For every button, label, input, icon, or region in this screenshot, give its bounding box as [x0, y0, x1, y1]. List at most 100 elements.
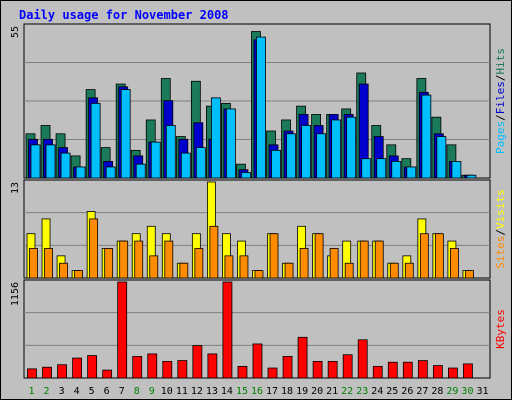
- bar-pages-day-5: [90, 102, 101, 179]
- bar-sites-day-28: [434, 233, 444, 279]
- x-tick-label-27: 27: [416, 386, 428, 397]
- legend-item: Sites: [494, 236, 507, 269]
- bar-sites-day-20: [314, 233, 324, 279]
- legend-item: Files: [494, 81, 507, 114]
- bar-sites-day-3: [59, 262, 68, 279]
- bar-kbytes-day-28: [432, 365, 443, 379]
- bar-pages-day-21: [331, 119, 342, 179]
- legend-item: Pages: [494, 121, 507, 154]
- bar-sites-day-21: [329, 248, 339, 279]
- bar-sites-day-24: [374, 240, 384, 279]
- bar-sites-day-14: [224, 255, 234, 279]
- bar-pages-day-9: [150, 141, 161, 179]
- bar-pages-day-4: [75, 166, 86, 179]
- bar-pages-day-14: [226, 108, 236, 179]
- y-max-label-pages-files-hits: 55: [10, 26, 21, 38]
- legend-visits-sites: Sites/Visits: [494, 189, 507, 269]
- bar-sites-day-18: [284, 262, 294, 279]
- bar-kbytes-day-21: [327, 360, 338, 379]
- x-tick-label-1: 1: [29, 386, 35, 397]
- x-tick-label-9: 9: [149, 386, 155, 397]
- x-tick-label-29: 29: [446, 386, 458, 397]
- bar-kbytes-day-26: [402, 361, 413, 379]
- bar-pages-day-3: [60, 152, 71, 179]
- bar-sites-day-6: [104, 248, 114, 279]
- bar-sites-day-8: [134, 240, 144, 279]
- x-tick-label-8: 8: [134, 386, 140, 397]
- x-tick-label-13: 13: [206, 386, 218, 397]
- bar-kbytes-day-3: [57, 364, 67, 379]
- bar-sites-day-29: [450, 248, 459, 279]
- bar-kbytes-day-1: [27, 368, 37, 379]
- bar-pages-day-28: [436, 136, 447, 179]
- bar-pages-day-10: [165, 125, 176, 179]
- x-tick-label-7: 7: [119, 386, 125, 397]
- x-tick-label-18: 18: [281, 386, 293, 397]
- bar-kbytes-day-27: [417, 360, 428, 379]
- bar-kbytes-day-16: [252, 343, 263, 379]
- bar-sites-day-2: [44, 248, 53, 279]
- bar-sites-day-16: [254, 270, 264, 279]
- legend-item: Hits: [494, 48, 507, 75]
- x-tick-label-11: 11: [176, 386, 188, 397]
- x-tick-label-6: 6: [104, 386, 110, 397]
- bar-kbytes-day-10: [162, 360, 173, 379]
- bar-kbytes-day-23: [357, 339, 368, 379]
- bar-pages-day-11: [180, 152, 191, 179]
- bar-sites-day-22: [344, 262, 354, 279]
- x-tick-label-23: 23: [356, 386, 368, 397]
- bar-sites-day-26: [404, 262, 414, 279]
- x-tick-label-21: 21: [326, 386, 338, 397]
- bar-pages-day-19: [301, 125, 311, 179]
- y-max-label-kbytes: 1156: [10, 282, 21, 306]
- bar-sites-day-25: [389, 262, 399, 279]
- bar-pages-day-12: [195, 147, 206, 179]
- bar-kbytes-day-19: [297, 336, 308, 379]
- bar-sites-day-15: [239, 255, 249, 279]
- y-max-label-visits-sites: 13: [10, 182, 21, 194]
- bar-pages-day-22: [346, 116, 357, 179]
- bar-pages-day-25: [391, 161, 402, 179]
- legend-item: /: [494, 75, 507, 82]
- bar-pages-day-17: [271, 149, 281, 179]
- bar-sites-day-19: [299, 248, 309, 279]
- chart-title: Daily usage for November 2008: [19, 8, 229, 22]
- legend-item: /: [494, 114, 507, 121]
- x-tick-label-5: 5: [89, 386, 95, 397]
- bar-pages-day-18: [286, 133, 296, 179]
- x-tick-label-15: 15: [236, 386, 248, 397]
- x-tick-label-19: 19: [296, 386, 308, 397]
- bar-pages-day-7: [120, 89, 131, 179]
- x-tick-label-30: 30: [461, 386, 473, 397]
- x-tick-label-2: 2: [44, 386, 50, 397]
- bar-kbytes-day-12: [192, 345, 203, 379]
- bar-kbytes-day-7: [117, 281, 128, 379]
- legend-item: Visits: [494, 189, 507, 229]
- bar-kbytes-day-15: [237, 365, 248, 379]
- bar-sites-day-4: [74, 270, 83, 279]
- bar-pages-day-27: [421, 94, 432, 179]
- bar-pages-day-2: [45, 144, 56, 179]
- bar-sites-day-23: [359, 240, 369, 279]
- bar-kbytes-day-18: [282, 356, 293, 379]
- bar-pages-day-20: [316, 133, 327, 179]
- bar-pages-day-29: [451, 161, 462, 179]
- bar-sites-day-9: [149, 255, 159, 279]
- legend-pages-files-hits: Pages/Files/Hits: [494, 48, 507, 154]
- bar-pages-day-8: [135, 163, 146, 179]
- x-tick-label-17: 17: [266, 386, 278, 397]
- bar-kbytes-day-6: [102, 369, 113, 379]
- bar-pages-day-23: [361, 158, 372, 179]
- bar-kbytes-day-9: [147, 353, 158, 379]
- bar-kbytes-day-13: [207, 353, 218, 379]
- bar-sites-day-5: [89, 218, 99, 279]
- bar-kbytes-day-17: [267, 367, 278, 379]
- bar-sites-day-10: [164, 240, 174, 279]
- bar-pages-day-15: [241, 172, 251, 179]
- bar-sites-day-30: [465, 270, 474, 279]
- x-tick-label-22: 22: [341, 386, 353, 397]
- bar-sites-day-1: [29, 248, 38, 279]
- bar-kbytes-day-22: [342, 354, 353, 379]
- bar-kbytes-day-30: [463, 363, 473, 379]
